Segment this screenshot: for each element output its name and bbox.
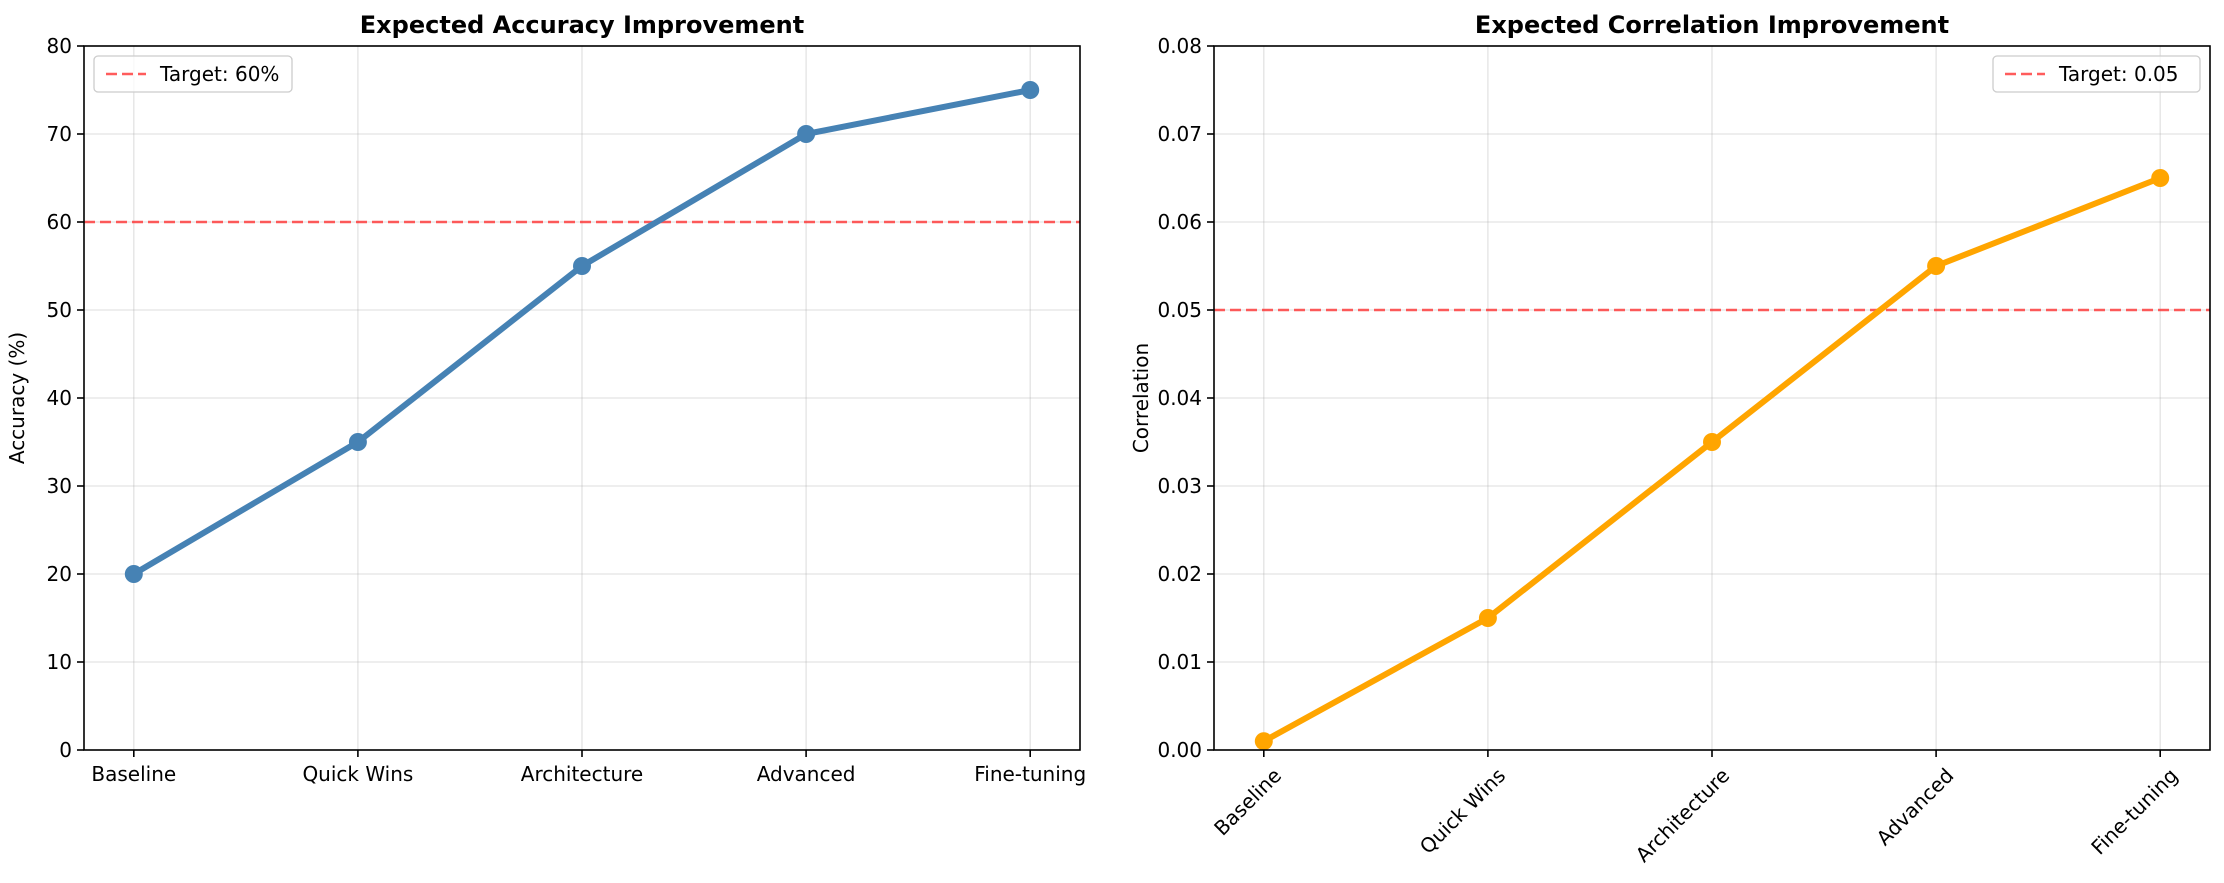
y-axis-label: Correlation [1129,343,1153,453]
data-point [1021,81,1040,99]
x-tick-label: Architecture [521,762,643,786]
data-point [2151,169,2170,187]
x-tick-label: Advanced [1872,763,1959,850]
y-tick-label: 50 [47,298,72,322]
y-tick-label: 0.00 [1157,738,1202,762]
y-tick-label: 10 [47,650,72,674]
y-tick-label: 0.04 [1157,386,1202,410]
chart-2: 0.00 0.01 0.02 0.03 0.04 0.05 0.06 0.07 0.08 Base… [1129,11,2211,867]
legend-label: Target: 60% [159,62,279,86]
chart-1: 0 10 20 30 40 50 60 70 80 Baseline Quick Wins Archi… [5,11,1086,786]
x-tick-label: Quick Wins [302,762,413,786]
x-tick-label: Quick Wins [1415,763,1510,858]
legend-box [93,55,293,93]
y-tick-label: 70 [47,122,72,146]
data-point [348,433,367,451]
data-point [1478,609,1497,627]
legend-box [1992,55,2201,93]
x-tick-label: Fine-tuning [974,762,1086,786]
y-axis-label: Accuracy (%) [5,332,29,464]
data-point [1703,433,1721,451]
x-tick-label: Architecture [1631,763,1735,867]
y-tick-label: 0.08 [1157,34,1202,58]
y-tick-label: 40 [47,386,72,410]
x-tick-label: Baseline [1209,763,1286,840]
x-tick-label: Advanced [757,762,856,786]
y-tick-label: 20 [47,562,72,586]
data-point [1927,257,1946,275]
chart-title: Expected Accuracy Improvement [360,11,804,39]
y-tick-label: 0.02 [1157,562,1202,586]
y-tick-label: 0.03 [1157,474,1202,498]
legend: Target: 0.05 [1992,55,2201,93]
data-point [573,257,591,275]
y-tick-label: 0 [59,738,72,762]
y-tick-label: 0.07 [1157,122,1202,146]
chart-title: Expected Correlation Improvement [1475,11,1949,39]
y-tick-label: 0.05 [1157,298,1202,322]
y-tick-label: 80 [47,34,72,58]
legend-label: Target: 0.05 [2058,62,2179,86]
y-tick-label: 60 [47,210,72,234]
x-tick-label: Baseline [91,762,176,786]
data-point [797,125,816,143]
y-tick-label: 30 [47,474,72,498]
data-point [124,565,143,583]
y-tick-label: 0.06 [1157,210,1202,234]
legend: Target: 60% [93,55,293,93]
x-tick-label: Fine-tuning [2086,763,2182,859]
y-tick-label: 0.01 [1157,650,1202,674]
data-point [1254,732,1273,751]
